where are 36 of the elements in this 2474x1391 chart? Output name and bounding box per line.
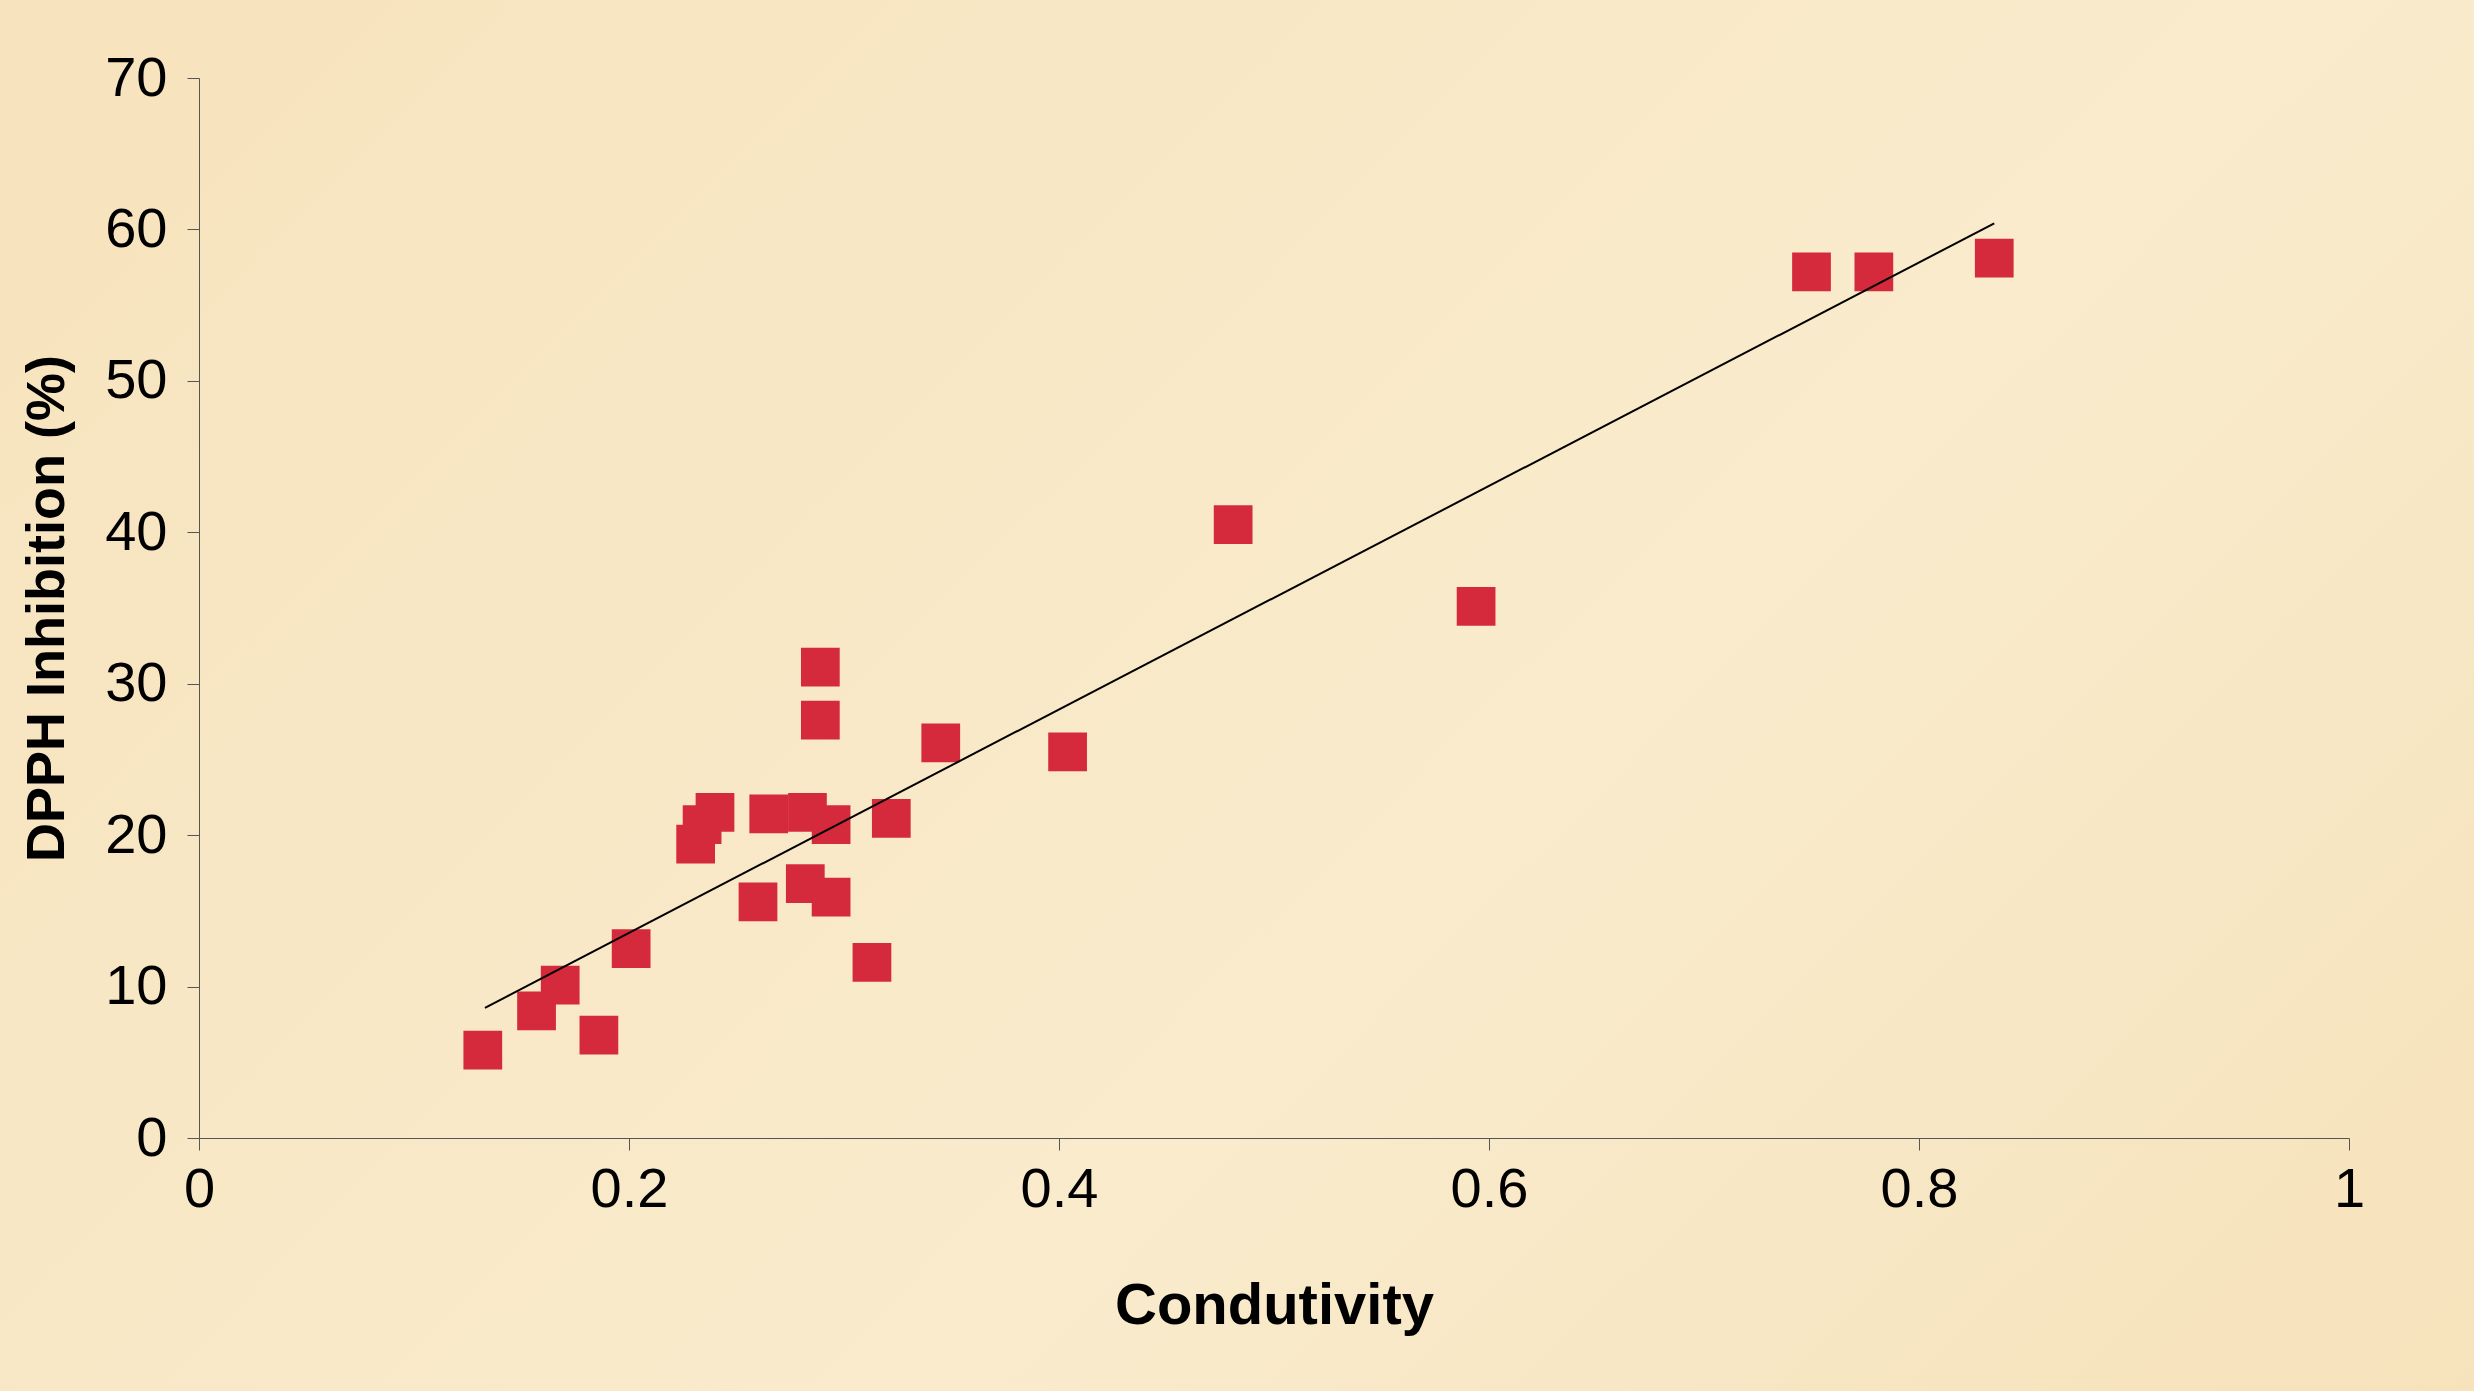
- point: [1048, 732, 1087, 772]
- y-tick-label: 70: [105, 44, 168, 108]
- y-tick-label: 60: [105, 195, 168, 259]
- y-tick-label: 0: [136, 1104, 168, 1168]
- y-tick-label: 20: [105, 801, 168, 865]
- point: [1456, 587, 1496, 626]
- point: [749, 794, 789, 834]
- point: [800, 700, 840, 740]
- point: [1974, 238, 2014, 278]
- point: [811, 805, 851, 844]
- point: [921, 723, 961, 763]
- x-tick-label: 0.6: [1450, 1155, 1529, 1219]
- point: [800, 647, 840, 687]
- point: [695, 793, 735, 832]
- x-tick-label: 0: [183, 1155, 216, 1219]
- point: [738, 882, 778, 922]
- point: [579, 1015, 619, 1055]
- x-tick-label: 0.2: [590, 1155, 669, 1219]
- point: [852, 942, 892, 982]
- point: [540, 965, 580, 1005]
- x-tick-label: 0.8: [1880, 1155, 1959, 1219]
- x-tick-label: 0.4: [1020, 1155, 1099, 1219]
- x-axis-title: Condutivity: [1115, 1270, 1434, 1336]
- point: [1213, 505, 1253, 545]
- point: [811, 877, 851, 917]
- x-tick-label: 1: [2333, 1155, 2366, 1219]
- y-tick-label: 10: [105, 953, 168, 1017]
- y-tick-label: 50: [105, 347, 168, 411]
- point: [871, 799, 911, 838]
- point: [1854, 252, 1894, 292]
- y-tick-label: 40: [105, 498, 168, 562]
- point: [1792, 252, 1831, 292]
- point: [611, 929, 651, 969]
- y-axis-title: DPPH Inhibition (%): [15, 355, 76, 862]
- y-tick-label: 30: [105, 650, 168, 714]
- point: [463, 1030, 503, 1070]
